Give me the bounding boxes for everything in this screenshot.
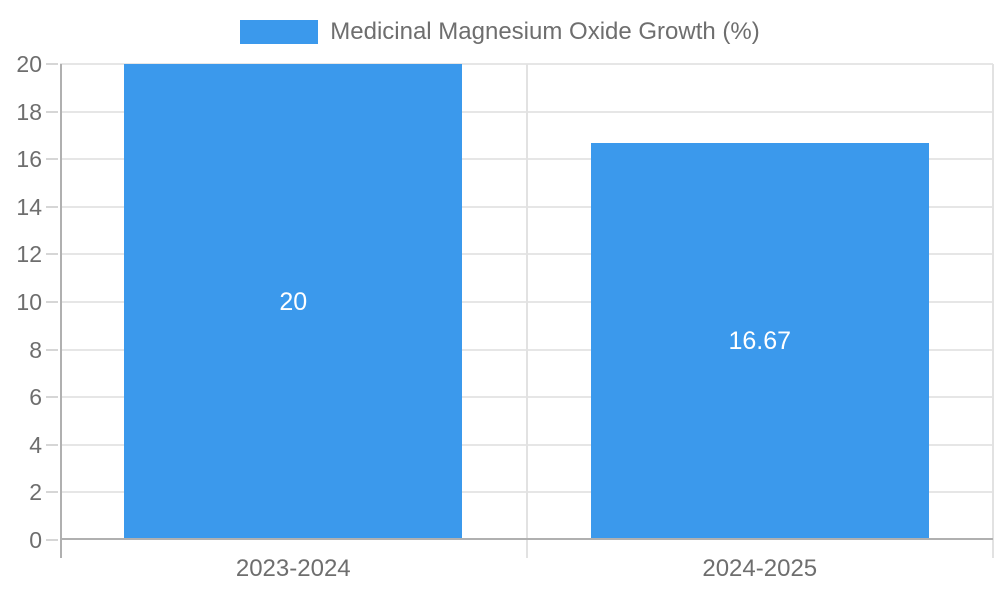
y-tick-mark [46, 63, 58, 65]
y-tick-mark [46, 253, 58, 256]
y-axis-tick-label: 0 [29, 527, 42, 553]
y-axis-tick-label: 18 [16, 98, 42, 125]
y-tick-mark [46, 301, 58, 303]
y-tick-mark [46, 205, 58, 208]
y-axis-tick-label: 2 [29, 479, 42, 506]
chart-legend[interactable]: Medicinal Magnesium Oxide Growth (%) [0, 18, 1000, 46]
x-axis-category-label: 2024-2025 [702, 555, 818, 582]
gridline-vertical [992, 64, 994, 558]
y-tick-mark [46, 539, 58, 541]
plot-area: 20 16.67 [60, 63, 994, 558]
y-axis-line [60, 64, 62, 558]
x-axis-line [60, 538, 993, 540]
legend-label: Medicinal Magnesium Oxide Growth (%) [330, 18, 760, 45]
gridline-vertical [525, 64, 528, 558]
y-axis-tick-label: 4 [29, 431, 42, 458]
y-axis-tick-label: 6 [29, 384, 42, 411]
legend-swatch-icon [240, 20, 319, 44]
bar-value-label: 16.67 [728, 327, 792, 356]
y-tick-mark [46, 491, 58, 494]
x-axis-category-label: 2023-2024 [235, 555, 351, 582]
y-axis-tick-label: 14 [16, 193, 42, 220]
bar-2023-2024[interactable]: 20 [124, 64, 463, 540]
y-axis-tick-label: 20 [16, 51, 42, 77]
bar-value-label: 20 [279, 287, 308, 316]
y-axis-tick-label: 10 [16, 289, 42, 315]
y-tick-mark [46, 158, 58, 161]
y-tick-mark [46, 110, 58, 113]
y-axis-tick-label: 12 [16, 241, 42, 268]
y-tick-mark [46, 348, 58, 351]
y-tick-mark [46, 443, 58, 446]
y-axis-tick-label: 16 [16, 146, 42, 173]
bar-2024-2025[interactable]: 16.67 [590, 143, 929, 540]
y-axis-tick-label: 8 [29, 336, 42, 363]
y-tick-mark [46, 396, 58, 399]
